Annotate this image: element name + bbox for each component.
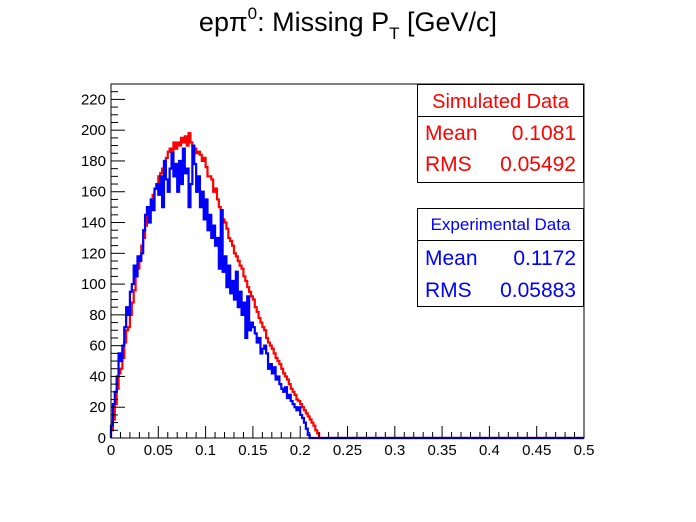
title-unit: [GeV/c] xyxy=(399,7,498,37)
title-superscript: 0 xyxy=(247,4,258,23)
x-tick-label: 0.2 xyxy=(290,442,311,459)
axes-group: 0 0.05 0.1 0.15 0.2 0.25 0.3 0.35 0.4 0.45 0.5 0 20 4… xyxy=(81,83,595,459)
histogram-line-experimental xyxy=(109,144,584,440)
x-tick-label: 0.5 xyxy=(574,442,595,459)
x-tick-label: 0.25 xyxy=(333,442,362,459)
x-tick-label: 0.15 xyxy=(238,442,267,459)
y-tick-label: 180 xyxy=(81,153,106,170)
simulated-mean-label: Mean xyxy=(425,122,478,145)
title-base: ep xyxy=(198,7,229,37)
title-pi: π xyxy=(228,7,248,37)
chart-title: epπ0: Missing PT [GeV/c] xyxy=(0,0,696,44)
y-tick-label: 220 xyxy=(81,91,106,108)
y-tick-label: 40 xyxy=(89,368,106,385)
experimental-stats-box: Experimental Data Mean 0.1172 RMS 0.0588… xyxy=(417,208,584,307)
experimental-rms-value: 0.05883 xyxy=(500,279,576,302)
y-tick-label: 160 xyxy=(81,184,106,201)
experimental-mean-value: 0.1172 xyxy=(513,247,576,270)
simulated-rms-label: RMS xyxy=(425,153,472,176)
x-tick-label: 0.4 xyxy=(479,442,500,459)
x-tick-label: 0.3 xyxy=(384,442,405,459)
y-tick-label: 120 xyxy=(81,245,106,262)
title-text: : Missing P xyxy=(257,7,390,37)
simulated-rms-value: 0.05492 xyxy=(500,153,576,176)
experimental-mean-label: Mean xyxy=(425,247,478,270)
y-tick-label: 60 xyxy=(89,338,106,355)
simulated-stats-box: Simulated Data Mean 0.1081 RMS 0.05492 xyxy=(417,84,584,183)
title-subscript: T xyxy=(389,24,400,43)
simulated-mean-value: 0.1081 xyxy=(511,122,576,145)
y-tick-label: 200 xyxy=(81,122,106,139)
x-tick-label: 0.35 xyxy=(427,442,456,459)
y-tick-label: 140 xyxy=(81,215,106,232)
simulated-title: Simulated Data xyxy=(418,85,583,117)
x-tick-label: 0.1 xyxy=(195,442,216,459)
experimental-rms-label: RMS xyxy=(425,279,472,302)
experimental-title: Experimental Data xyxy=(418,209,583,241)
x-tick-label: 0.45 xyxy=(522,442,551,459)
y-tick-label: 100 xyxy=(81,276,106,293)
y-tick-label: 0 xyxy=(98,430,106,447)
x-tick-label: 0.05 xyxy=(144,442,173,459)
experimental-series-group xyxy=(109,144,584,440)
y-tick-label: 80 xyxy=(89,307,106,324)
x-tick-label: 0 xyxy=(107,442,115,459)
y-tick-label: 20 xyxy=(89,399,106,416)
